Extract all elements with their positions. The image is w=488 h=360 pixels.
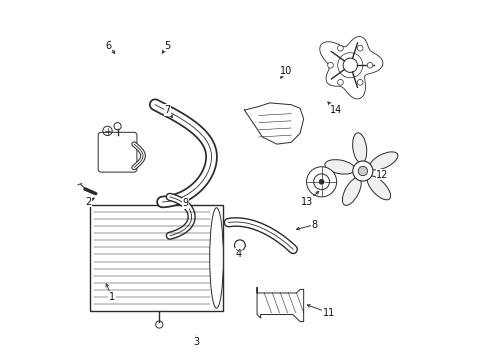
Circle shape bbox=[234, 240, 244, 251]
Ellipse shape bbox=[324, 160, 354, 174]
Ellipse shape bbox=[352, 133, 366, 163]
Circle shape bbox=[357, 166, 367, 176]
Text: 10: 10 bbox=[279, 66, 291, 76]
Circle shape bbox=[319, 179, 324, 184]
Ellipse shape bbox=[209, 208, 223, 308]
Circle shape bbox=[357, 80, 362, 85]
Text: 9: 9 bbox=[182, 198, 188, 208]
Ellipse shape bbox=[369, 152, 397, 170]
Ellipse shape bbox=[342, 178, 361, 206]
Text: 12: 12 bbox=[376, 170, 388, 180]
Text: 5: 5 bbox=[164, 41, 170, 50]
Circle shape bbox=[337, 45, 343, 51]
Text: 11: 11 bbox=[322, 308, 334, 318]
Circle shape bbox=[313, 174, 329, 190]
Text: 1: 1 bbox=[108, 292, 115, 302]
Bar bbox=[90, 205, 223, 311]
Circle shape bbox=[327, 62, 333, 68]
Circle shape bbox=[352, 161, 372, 181]
Polygon shape bbox=[257, 288, 303, 321]
Circle shape bbox=[366, 62, 372, 68]
Circle shape bbox=[357, 45, 362, 51]
Text: 8: 8 bbox=[311, 220, 317, 230]
Circle shape bbox=[306, 167, 336, 197]
Polygon shape bbox=[244, 103, 303, 144]
Text: 3: 3 bbox=[193, 337, 199, 347]
Text: 2: 2 bbox=[85, 197, 91, 207]
Circle shape bbox=[337, 80, 343, 85]
FancyBboxPatch shape bbox=[98, 132, 137, 172]
Polygon shape bbox=[319, 37, 382, 99]
Text: 6: 6 bbox=[105, 41, 111, 50]
Text: 14: 14 bbox=[329, 105, 342, 115]
Text: 7: 7 bbox=[164, 105, 170, 115]
Text: 13: 13 bbox=[301, 197, 313, 207]
Ellipse shape bbox=[366, 176, 390, 200]
Text: 4: 4 bbox=[236, 248, 242, 258]
